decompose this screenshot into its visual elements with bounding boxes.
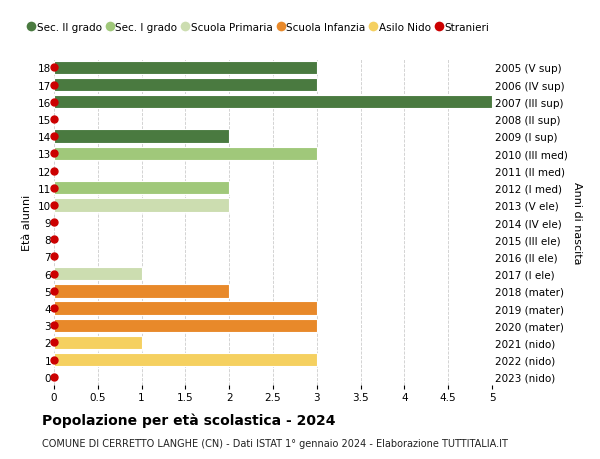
Legend: Sec. II grado, Sec. I grado, Scuola Primaria, Scuola Infanzia, Asilo Nido, Stran: Sec. II grado, Sec. I grado, Scuola Prim… [29, 22, 490, 33]
Bar [54, 199, 229, 212]
Y-axis label: Età alunni: Età alunni [22, 195, 32, 251]
Bar [54, 285, 229, 298]
Bar [54, 182, 229, 195]
Bar [54, 62, 317, 75]
Bar [54, 96, 492, 109]
Bar [54, 130, 229, 144]
Bar [54, 336, 142, 349]
Bar [54, 78, 317, 92]
Bar [54, 302, 317, 315]
Text: COMUNE DI CERRETTO LANGHE (CN) - Dati ISTAT 1° gennaio 2024 - Elaborazione TUTTI: COMUNE DI CERRETTO LANGHE (CN) - Dati IS… [42, 438, 508, 448]
Y-axis label: Anni di nascita: Anni di nascita [572, 181, 581, 264]
Bar [54, 268, 142, 281]
Bar [54, 353, 317, 367]
Bar [54, 319, 317, 332]
Text: Popolazione per età scolastica - 2024: Popolazione per età scolastica - 2024 [42, 413, 335, 428]
Bar [54, 147, 317, 161]
